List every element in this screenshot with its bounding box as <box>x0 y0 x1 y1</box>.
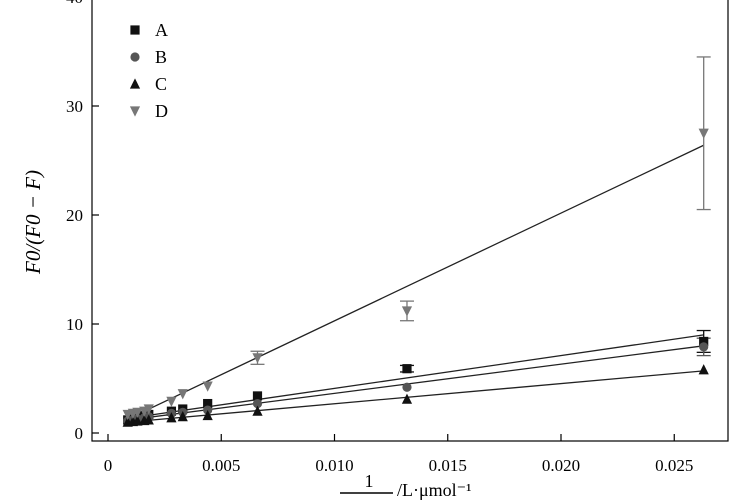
axis-labels-group: F0/(F0 − F) 1 /L·μmol⁻¹ <box>21 170 472 500</box>
fit-line-a <box>128 334 704 419</box>
x-tick-label: 0.010 <box>315 456 353 475</box>
point-d <box>698 128 709 139</box>
plot-frame-group: 0 0.005 0.010 0.015 0.020 0.025 0 10 20 30 40 <box>66 0 729 475</box>
point-c <box>143 414 154 425</box>
point-d <box>177 389 188 400</box>
error-bars-group <box>250 56 711 373</box>
point-d <box>252 353 263 364</box>
legend-marker-a <box>130 25 140 35</box>
point-d <box>401 306 413 317</box>
x-tick-label: 0.025 <box>655 456 693 475</box>
legend-marker-c <box>129 78 141 89</box>
point-c <box>202 409 213 421</box>
point-a <box>699 336 709 347</box>
point-c <box>166 412 177 423</box>
data-points-group <box>122 128 709 427</box>
fit-line-d <box>128 144 704 420</box>
legend-label-d: D <box>155 101 168 121</box>
point-c <box>698 364 709 375</box>
point-d <box>132 407 143 418</box>
y-axis-label: F0/(F0 − F) <box>21 170 45 275</box>
legend-label-c: C <box>155 74 167 94</box>
point-d <box>166 396 177 407</box>
y-tick-label: 0 <box>75 424 84 443</box>
plot-border <box>91 0 729 442</box>
point-b <box>699 342 709 352</box>
legend-marker-b <box>130 52 140 62</box>
point-a <box>252 391 263 401</box>
point-c <box>401 393 413 404</box>
x-tick-label: 0 <box>104 456 113 475</box>
point-c <box>252 405 263 416</box>
x-tick-label: 0.005 <box>202 456 240 475</box>
fit-line-c <box>128 370 704 423</box>
y-tick-label: 10 <box>66 315 83 334</box>
x-axis-label-numerator: 1 <box>365 471 374 491</box>
point-d <box>202 381 213 392</box>
x-tick-label: 0.020 <box>542 456 580 475</box>
point-a <box>402 364 412 374</box>
x-axis-label-unit: /L·μmol⁻¹ <box>397 480 472 500</box>
point-b <box>402 382 412 392</box>
point-a <box>203 398 213 409</box>
point-c <box>177 411 188 422</box>
point-d <box>143 404 154 415</box>
x-tick-label: 0.015 <box>429 456 467 475</box>
point-c <box>132 415 143 426</box>
point-b <box>252 398 263 409</box>
legend-label-a: A <box>155 20 168 40</box>
fit-lines-group <box>128 144 704 423</box>
legend-label-b: B <box>155 47 167 67</box>
legend-marker-d <box>129 106 141 117</box>
y-tick-label: 20 <box>66 206 83 225</box>
y-tick-label: 40 <box>66 0 83 7</box>
y-tick-label: 30 <box>66 97 83 116</box>
fit-line-b <box>128 345 704 421</box>
